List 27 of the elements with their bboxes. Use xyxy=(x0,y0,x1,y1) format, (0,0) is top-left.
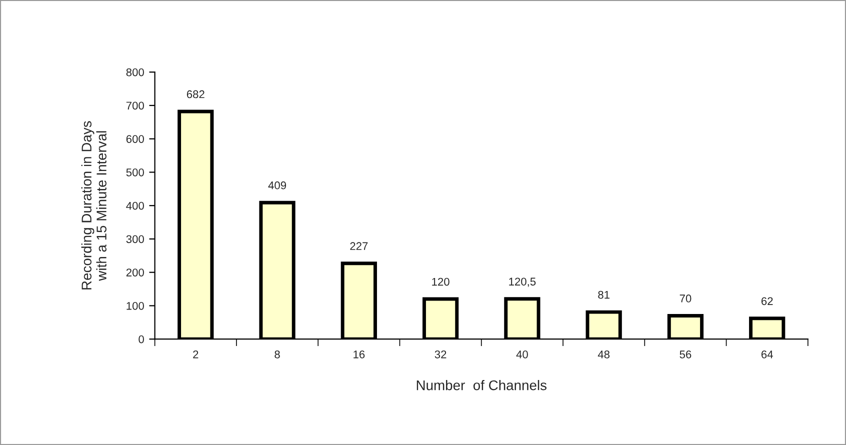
data-label: 81 xyxy=(598,290,610,299)
y-tick-label: 500 xyxy=(126,168,144,176)
y-tick-label: 800 xyxy=(126,68,144,76)
data-label: 120,5 xyxy=(509,278,536,287)
x-tick-label: 16 xyxy=(354,350,365,358)
x-tick-label: 56 xyxy=(680,350,692,358)
x-tick-label: 64 xyxy=(761,350,773,358)
x-tick-label: 48 xyxy=(598,350,610,358)
y-tick-label: 400 xyxy=(126,202,144,210)
y-tick-label: 600 xyxy=(126,135,144,143)
x-axis-title: Number of Channels xyxy=(416,380,546,390)
y-axis-title: Recording Duration in Days with a 15 Minute Interval xyxy=(81,121,106,290)
y-tick-label: 0 xyxy=(138,335,144,344)
y-tick-label: 300 xyxy=(126,235,144,244)
data-label: 682 xyxy=(186,90,204,98)
x-tick-label: 2 xyxy=(193,350,198,358)
y-tick-label: 200 xyxy=(126,268,144,276)
x-tick-label: 8 xyxy=(274,350,280,358)
data-label: 227 xyxy=(350,242,368,250)
data-label: 70 xyxy=(680,294,692,302)
data-label: 120 xyxy=(432,278,450,286)
x-tick-label: 40 xyxy=(516,350,528,358)
y-tick-label: 700 xyxy=(126,102,144,110)
y-tick-label: 100 xyxy=(126,302,144,310)
data-label: 409 xyxy=(268,181,286,190)
data-label: 62 xyxy=(761,297,773,306)
x-tick-label: 32 xyxy=(434,350,446,358)
